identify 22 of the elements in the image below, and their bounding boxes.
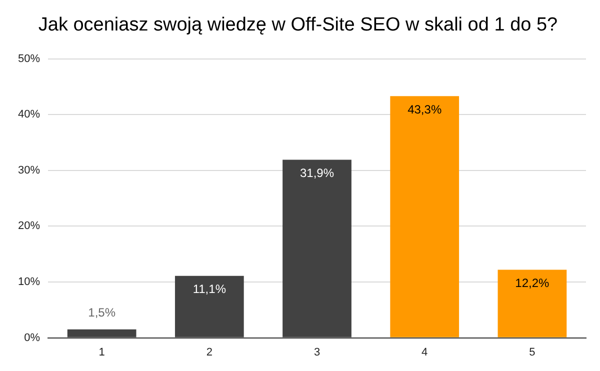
x-tick-label: 4 — [422, 346, 428, 358]
bar — [282, 160, 352, 338]
chart-title: Jak oceniasz swoją wiedzę w Off-Site SEO w skali od 1 do 5? — [38, 14, 558, 36]
data-label: 43,3% — [408, 102, 442, 116]
data-label: 31,9% — [300, 166, 334, 180]
bar — [67, 329, 136, 338]
x-tick-label: 2 — [206, 346, 212, 358]
bar — [498, 270, 567, 338]
data-label: 12,2% — [515, 276, 550, 290]
y-tick-label: 30% — [18, 164, 40, 176]
x-tick-label: 1 — [98, 346, 105, 358]
data-label: 11,1% — [192, 282, 226, 296]
y-tick-label: 40% — [18, 108, 40, 121]
y-tick-label: 50% — [18, 52, 40, 65]
data-label: 1,5% — [88, 306, 116, 320]
bar — [390, 96, 460, 338]
y-tick-label: 10% — [18, 276, 40, 288]
y-tick-label: 0% — [24, 332, 40, 344]
bar — [174, 276, 244, 338]
x-tick-label: 5 — [529, 346, 536, 358]
x-tick-label: 3 — [314, 346, 320, 358]
y-tick-label: 20% — [18, 220, 40, 232]
